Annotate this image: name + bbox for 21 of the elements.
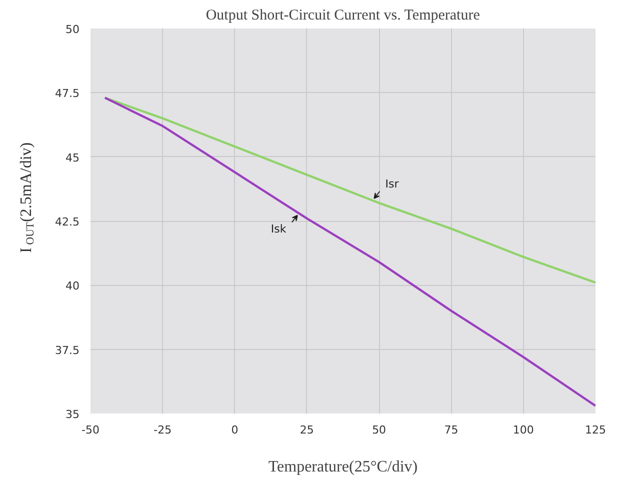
y-tick-label: 47.5	[55, 87, 80, 100]
x-tick-label: 100	[512, 424, 534, 436]
y-tick-label: 45	[66, 151, 80, 164]
x-tick-label: 75	[444, 424, 458, 436]
y-tick-label: 35	[66, 408, 80, 421]
line-series	[104, 96, 596, 407]
annotation: Isr	[385, 177, 400, 190]
x-axis-title: Temperature(25°C/div)	[268, 458, 418, 476]
x-tick-label: 25	[300, 424, 314, 436]
chart-title: Output Short-Circuit Current vs. Temperature	[206, 8, 480, 24]
y-axis-title: IOUT(2.5mA/div)	[18, 142, 36, 253]
x-tick-label: -50	[82, 424, 100, 436]
annotation: Isk	[270, 222, 287, 236]
y-tick-label: 50	[66, 23, 80, 36]
y-tick-label: 42.5	[55, 216, 80, 228]
x-tick-label: -25	[154, 424, 172, 436]
y-tick-label: 37.5	[55, 344, 80, 357]
y-tick-label: 40	[66, 280, 80, 293]
x-tick-label: 50	[372, 424, 386, 436]
x-tick-label: 125	[585, 424, 606, 436]
x-tick-label: 0	[231, 424, 238, 436]
